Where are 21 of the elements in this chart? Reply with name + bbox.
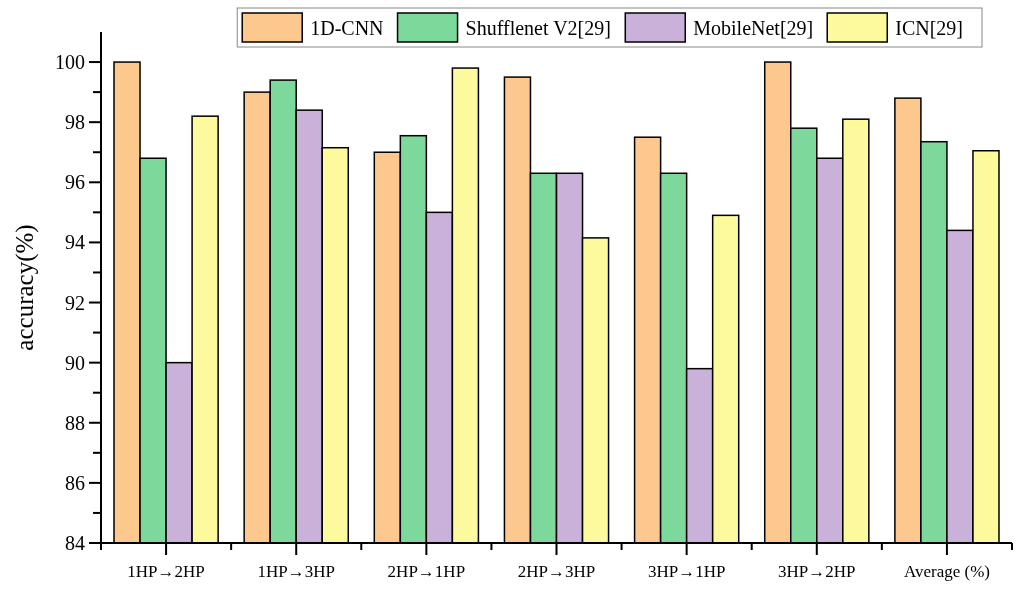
legend-label: ICN[29] xyxy=(895,16,963,39)
legend-label: Shufflenet V2[29] xyxy=(465,16,611,39)
y-tick-label: 84 xyxy=(65,532,85,554)
y-tick-label: 88 xyxy=(65,411,85,434)
y-tick-label: 92 xyxy=(65,291,85,314)
x-tick-label: Average (%) xyxy=(903,562,990,581)
y-tick-label: 96 xyxy=(65,171,85,194)
y-axis-title: accuracy(%) xyxy=(11,224,39,351)
legend-label: MobileNet[29] xyxy=(693,16,814,39)
x-tick-label: 2HP→1HP xyxy=(387,562,466,581)
x-tick-label: 3HP→2HP xyxy=(778,562,856,581)
y-tick-label: 90 xyxy=(65,351,85,374)
y-tick-label: 86 xyxy=(65,471,85,494)
y-tick-label: 94 xyxy=(65,231,85,254)
y-tick-label: 100 xyxy=(55,51,85,74)
y-tick-label: 98 xyxy=(65,111,85,134)
x-tick-label: 1HP→2HP xyxy=(127,562,205,581)
legend-label: 1D-CNN xyxy=(310,16,384,39)
x-tick-label: 2HP→3HP xyxy=(517,562,596,581)
x-tick-label: 3HP→1HP xyxy=(647,562,726,581)
x-tick-label: 1HP→3HP xyxy=(257,562,335,581)
